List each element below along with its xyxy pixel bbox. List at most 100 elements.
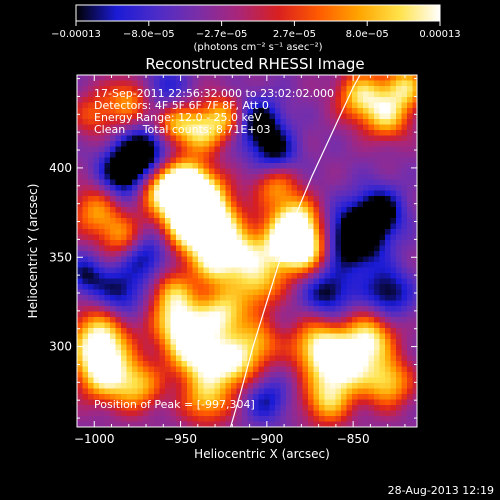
heatmap-cell	[159, 190, 166, 197]
heatmap-cell	[220, 97, 227, 104]
heatmap-cell	[88, 361, 95, 368]
heatmap-cell	[291, 218, 298, 225]
heatmap-cell	[225, 377, 232, 384]
heatmap-cell	[159, 333, 166, 340]
heatmap-cell	[209, 383, 216, 390]
heatmap-cell	[308, 322, 315, 329]
heatmap-cell	[126, 344, 133, 351]
heatmap-cell	[407, 383, 414, 390]
heatmap-cell	[357, 190, 364, 197]
heatmap-cell	[192, 399, 199, 406]
heatmap-cell	[143, 141, 150, 148]
heatmap-cell	[324, 124, 331, 131]
heatmap-cell	[379, 388, 386, 395]
heatmap-cell	[412, 196, 417, 203]
heatmap-cell	[346, 317, 353, 324]
colorbar-unit-label: (photons cm⁻² s⁻¹ asec⁻²)	[193, 42, 322, 53]
heatmap-cell	[99, 394, 106, 401]
heatmap-cell	[357, 322, 364, 329]
heatmap-cell	[341, 421, 348, 427]
heatmap-cell	[286, 322, 293, 329]
heatmap-cell	[137, 416, 144, 423]
heatmap-cell	[187, 295, 194, 302]
heatmap-cell	[115, 207, 122, 214]
heatmap-cell	[77, 410, 84, 417]
heatmap-cell	[385, 80, 392, 87]
heatmap-cell	[165, 416, 172, 423]
heatmap-cell	[82, 333, 89, 340]
heatmap-cell	[159, 185, 166, 192]
heatmap-cell	[368, 91, 375, 98]
heatmap-cell	[143, 333, 150, 340]
heatmap-cell	[396, 75, 403, 82]
heatmap-cell	[374, 322, 381, 329]
heatmap-cell	[269, 234, 276, 241]
heatmap-cell	[170, 207, 177, 214]
heatmap-cell	[198, 267, 205, 274]
heatmap-cell	[115, 421, 122, 427]
heatmap-cell	[82, 256, 89, 263]
heatmap-cell	[401, 179, 408, 186]
heatmap-cell	[396, 91, 403, 98]
heatmap-cell	[308, 97, 315, 104]
heatmap-cell	[264, 410, 271, 417]
heatmap-cell	[286, 146, 293, 153]
heatmap-cell	[253, 157, 260, 164]
heatmap-cell	[269, 306, 276, 313]
heatmap-cell	[104, 366, 111, 373]
heatmap-cell	[302, 350, 309, 357]
heatmap-cell	[99, 146, 106, 153]
heatmap-cell	[99, 113, 106, 120]
heatmap-cell	[77, 135, 84, 142]
heatmap-cell	[137, 295, 144, 302]
heatmap-cell	[236, 97, 243, 104]
heatmap-cell	[181, 218, 188, 225]
heatmap-cell	[253, 300, 260, 307]
heatmap-cell	[192, 163, 199, 170]
heatmap-cell	[302, 201, 309, 208]
heatmap-cell	[247, 322, 254, 329]
heatmap-cell	[324, 295, 331, 302]
heatmap-cell	[313, 91, 320, 98]
heatmap-cell	[159, 383, 166, 390]
heatmap-cell	[192, 311, 199, 318]
heatmap-cell	[341, 97, 348, 104]
heatmap-cell	[385, 322, 392, 329]
heatmap-cell	[88, 97, 95, 104]
heatmap-cell	[181, 284, 188, 291]
heatmap-cell	[242, 201, 249, 208]
heatmap-cell	[77, 295, 84, 302]
heatmap-cell	[341, 135, 348, 142]
heatmap-cell	[225, 322, 232, 329]
heatmap-cell	[324, 207, 331, 214]
heatmap-cell	[341, 245, 348, 252]
heatmap-cell	[115, 306, 122, 313]
heatmap-cell	[412, 135, 417, 142]
heatmap-cell	[88, 322, 95, 329]
heatmap-cell	[225, 229, 232, 236]
heatmap-cell	[99, 383, 106, 390]
heatmap-cell	[291, 130, 298, 137]
x-tick-label: −900	[250, 432, 283, 446]
heatmap-cell	[203, 185, 210, 192]
heatmap-cell	[330, 119, 337, 126]
heatmap-cell	[82, 119, 89, 126]
heatmap-cell	[203, 130, 210, 137]
heatmap-cell	[181, 119, 188, 126]
heatmap-cell	[121, 273, 128, 280]
heatmap-cell	[220, 86, 227, 93]
colorbar-tick-label: −8.0e−05	[123, 29, 175, 40]
heatmap-cell	[297, 421, 304, 427]
heatmap-cell	[236, 185, 243, 192]
heatmap-cell	[104, 262, 111, 269]
heatmap-cell	[104, 190, 111, 197]
heatmap-cell	[225, 256, 232, 263]
heatmap-cell	[390, 355, 397, 362]
heatmap-cell	[93, 80, 100, 87]
heatmap-cell	[115, 399, 122, 406]
heatmap-cell	[148, 168, 155, 175]
heatmap-cell	[99, 97, 106, 104]
heatmap-cell	[324, 201, 331, 208]
heatmap-cell	[214, 174, 221, 181]
heatmap-cell	[308, 157, 315, 164]
